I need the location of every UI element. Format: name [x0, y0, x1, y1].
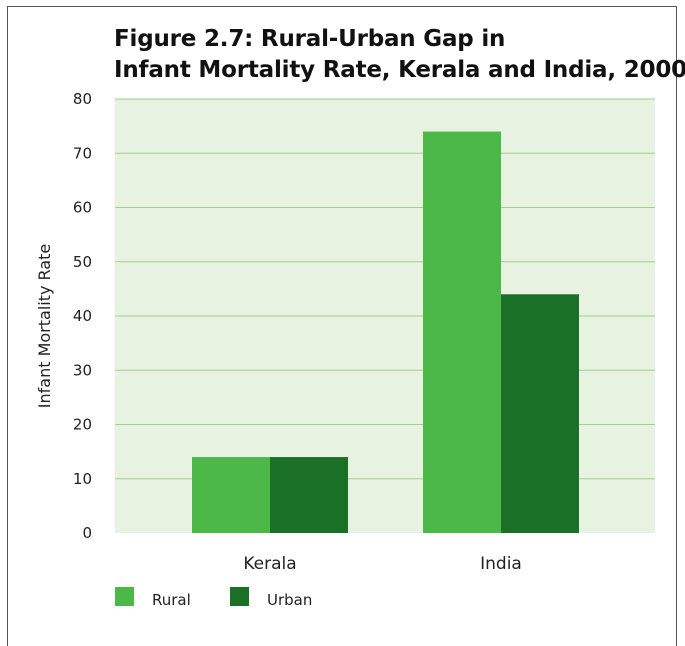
- chart-title-line-2: Infant Mortality Rate, Kerala and India,…: [114, 57, 685, 83]
- bars: [192, 131, 579, 534]
- bar-urban-kerala: [270, 457, 348, 533]
- y-tick-label: 70: [73, 144, 92, 162]
- y-tick-label: 0: [82, 524, 92, 542]
- bar-urban-india: [501, 294, 579, 533]
- y-axis-ticks: 0 10 20 30 40 50 60 70 80: [73, 90, 92, 542]
- chart-title-line-1: Figure 2.7: Rural-Urban Gap in: [114, 26, 506, 52]
- legend-label-urban: Urban: [267, 591, 312, 609]
- x-category-label: India: [480, 554, 522, 574]
- legend-label-rural: Rural: [152, 591, 191, 609]
- legend: Rural Urban: [115, 587, 312, 609]
- bar-rural-india: [423, 131, 501, 534]
- y-tick-label: 50: [73, 253, 92, 271]
- bar-chart: 0 10 20 30 40 50 60 70 80 Kerala India Infant Mor…: [35, 90, 655, 609]
- x-axis-categories: Kerala India: [243, 554, 522, 574]
- legend-swatch-rural: [115, 587, 134, 606]
- y-tick-label: 30: [73, 361, 92, 379]
- chart-title: Figure 2.7: Rural-Urban Gap in Infant Mo…: [114, 24, 685, 86]
- y-tick-label: 80: [73, 90, 92, 108]
- y-tick-label: 10: [73, 470, 92, 488]
- y-tick-label: 20: [73, 416, 92, 434]
- y-tick-label: 40: [73, 307, 92, 325]
- legend-swatch-urban: [230, 587, 249, 606]
- bar-rural-kerala: [192, 457, 270, 533]
- y-axis-title: Infant Mortality Rate: [35, 244, 54, 408]
- figure-frame: [7, 6, 677, 646]
- x-category-label: Kerala: [243, 554, 296, 574]
- y-tick-label: 60: [73, 199, 92, 217]
